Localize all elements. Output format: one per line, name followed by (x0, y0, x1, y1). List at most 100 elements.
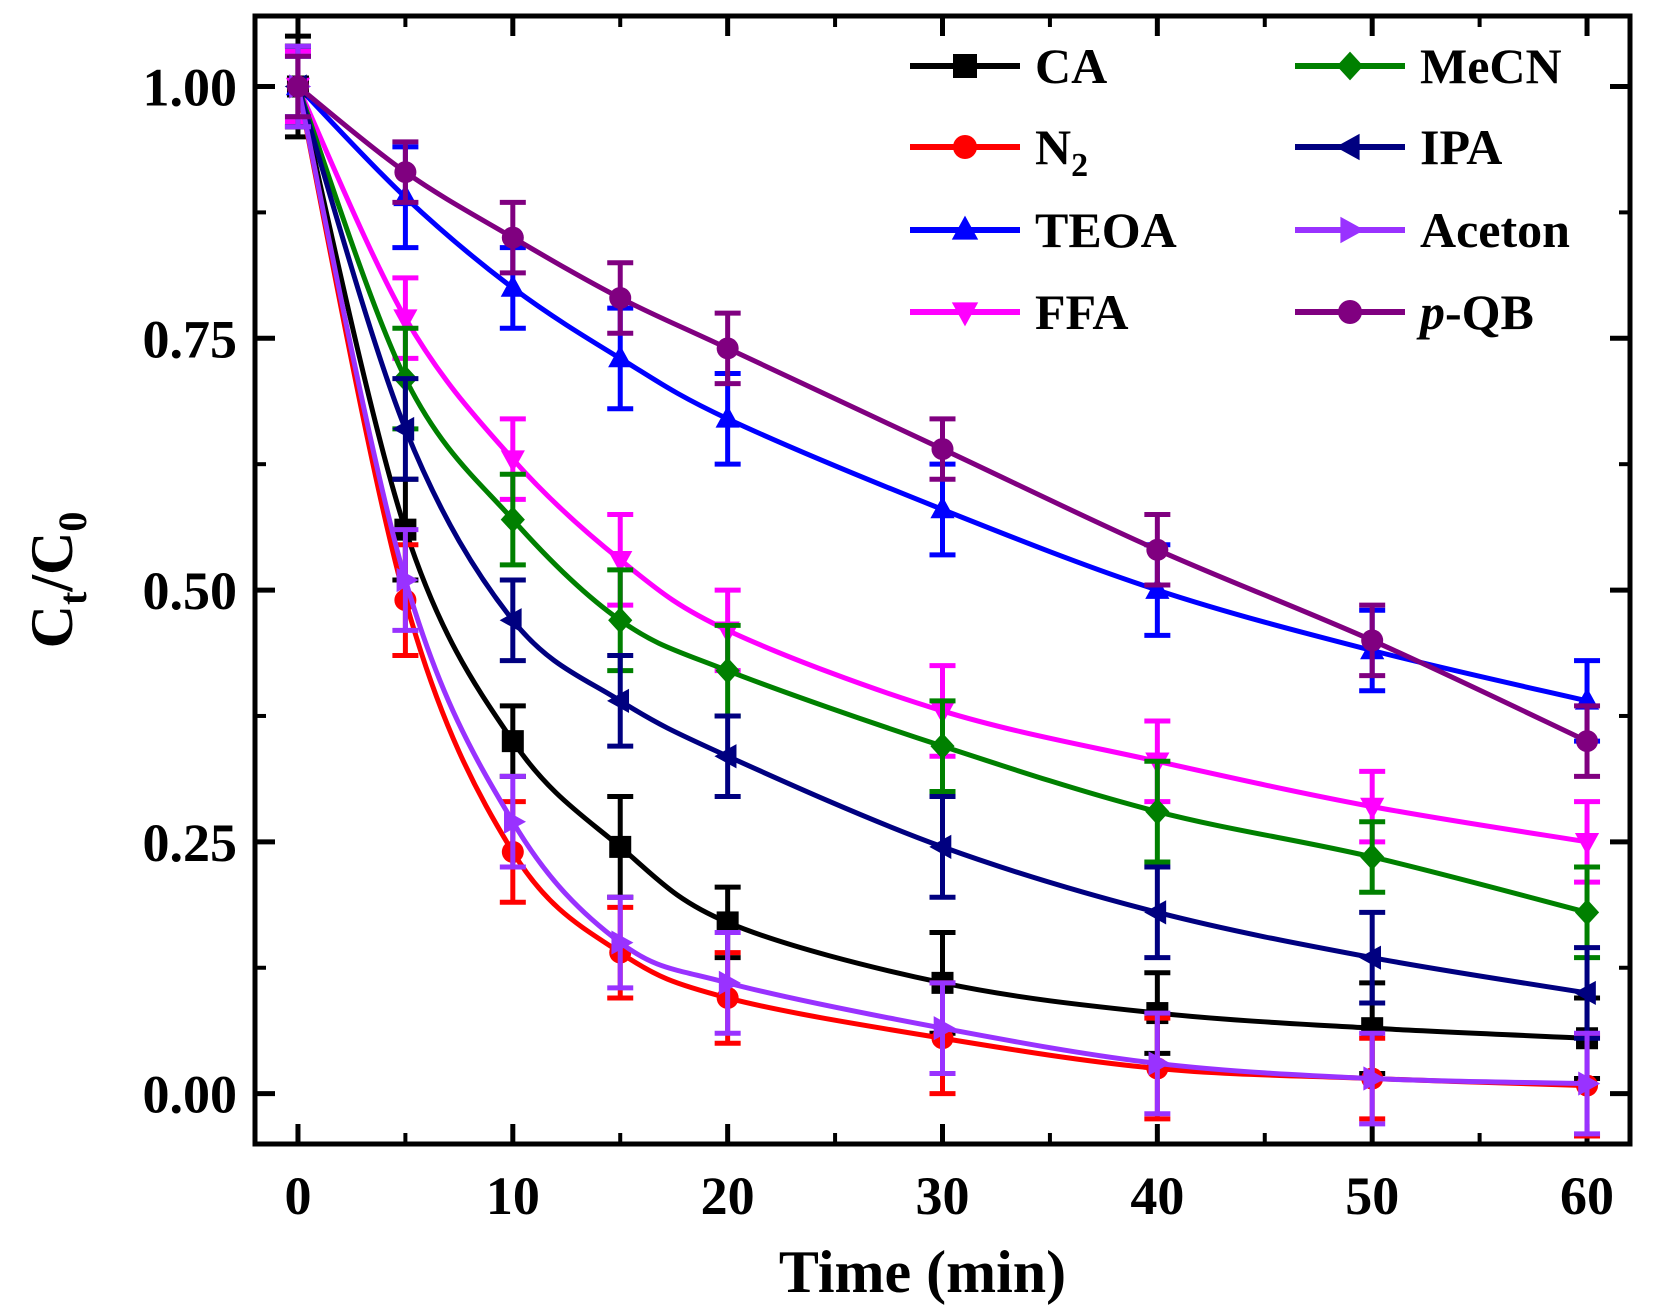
data-point (1361, 629, 1384, 652)
data-point (394, 161, 417, 184)
x-tick-label: 0 (284, 1166, 311, 1226)
legend-item: TEOA (910, 202, 1177, 258)
data-point (715, 405, 740, 428)
y-tick-label: 1.00 (143, 58, 238, 118)
series-line (295, 85, 1588, 1087)
legend-item: Aceton (1295, 202, 1570, 258)
series-line (296, 84, 1588, 704)
data-point (1145, 798, 1170, 825)
legend-label: MeCN (1420, 38, 1562, 94)
data-point (499, 608, 522, 633)
data-point (608, 551, 633, 574)
legend-label-main: FFA (1035, 284, 1128, 340)
x-tick-label: 60 (1560, 1166, 1614, 1226)
data-point (931, 438, 954, 461)
legend-label: N2 (1035, 119, 1088, 184)
x-tick-label: 40 (1130, 1166, 1184, 1226)
legend-item: MeCN (1295, 38, 1562, 94)
y-axis-title-sub2: 0 (50, 512, 95, 532)
data-point (609, 835, 632, 858)
x-tick-label: 30 (916, 1166, 970, 1226)
data-point (714, 744, 737, 769)
data-point (1360, 843, 1385, 871)
data-point (611, 930, 634, 955)
legend-marker (953, 135, 977, 159)
y-tick-label: 0.25 (143, 813, 238, 873)
data-point (929, 834, 952, 859)
series-line (295, 85, 1588, 845)
data-point (1360, 797, 1385, 820)
x-tick-label: 50 (1345, 1166, 1399, 1226)
legend: CA N2 TEOA FFA MeCN IPA Aceton p-QB (910, 38, 1570, 340)
data-point (1146, 538, 1169, 561)
data-point (1574, 899, 1600, 926)
legend-marker (1340, 216, 1365, 244)
data-point (500, 274, 525, 297)
legend-label-suffix: -QB (1445, 284, 1534, 340)
y-axis-title-main: C (19, 605, 85, 648)
legend-marker (1335, 133, 1360, 161)
series-line (296, 84, 1589, 744)
series-p-qb (284, 53, 1601, 779)
legend-label-main: N (1035, 119, 1071, 175)
legend-label-main: MeCN (1420, 38, 1562, 94)
legend-item: CA (910, 38, 1107, 94)
data-point (930, 496, 955, 519)
legend-marker (951, 302, 979, 327)
legend-label-main: IPA (1420, 119, 1502, 175)
data-point (1145, 576, 1170, 599)
plot-area (284, 33, 1601, 1139)
data-point (1148, 1051, 1171, 1076)
x-tick-label: 20 (701, 1166, 755, 1226)
legend-label-main: Aceton (1420, 202, 1570, 258)
legend-marker (951, 215, 979, 240)
y-axis: 0.00 0.25 0.50 0.75 1.00 (143, 58, 1630, 1125)
series-teoa (284, 53, 1601, 744)
data-point (607, 688, 630, 713)
legend-item: p-QB (1295, 284, 1534, 340)
y-tick-label: 0.75 (143, 309, 238, 369)
y-tick-label: 0.50 (143, 561, 238, 621)
data-point (608, 607, 633, 634)
data-point (608, 345, 633, 368)
legend-label-main: CA (1035, 38, 1107, 94)
data-point (716, 337, 739, 360)
legend-item: N2 (910, 119, 1088, 184)
data-point (393, 309, 418, 332)
data-point (500, 450, 525, 473)
data-point (1573, 980, 1596, 1006)
legend-label: IPA (1420, 119, 1502, 175)
series-ca (284, 33, 1601, 1082)
data-point (715, 657, 740, 684)
legend-item: IPA (1295, 119, 1502, 175)
legend-marker (1338, 300, 1362, 324)
data-point (500, 506, 525, 533)
data-point (930, 732, 955, 760)
data-point (1574, 833, 1600, 856)
legend-label: TEOA (1035, 202, 1177, 258)
data-point (396, 567, 419, 593)
legend-item: FFA (910, 284, 1128, 340)
data-point (718, 970, 741, 995)
data-point (501, 730, 524, 753)
x-tick-label: 10 (486, 1166, 540, 1226)
legend-label-sub: 2 (1071, 147, 1088, 184)
y-axis-title-sep: /C (19, 532, 85, 593)
data-point (716, 911, 739, 934)
y-tick-label: 0.00 (143, 1065, 238, 1125)
data-point (286, 75, 309, 98)
data-point (501, 226, 524, 249)
legend-label-main: p (1416, 284, 1445, 340)
data-point (609, 287, 632, 309)
legend-label: p-QB (1416, 284, 1534, 340)
data-point (933, 1016, 956, 1041)
series-mecn (284, 43, 1601, 961)
data-point (504, 809, 527, 834)
series-line (295, 85, 1588, 915)
data-point (1576, 730, 1599, 753)
legend-label: CA (1035, 38, 1107, 94)
data-point (1578, 1071, 1601, 1096)
y-axis-title: Ct/C0 (19, 512, 95, 649)
